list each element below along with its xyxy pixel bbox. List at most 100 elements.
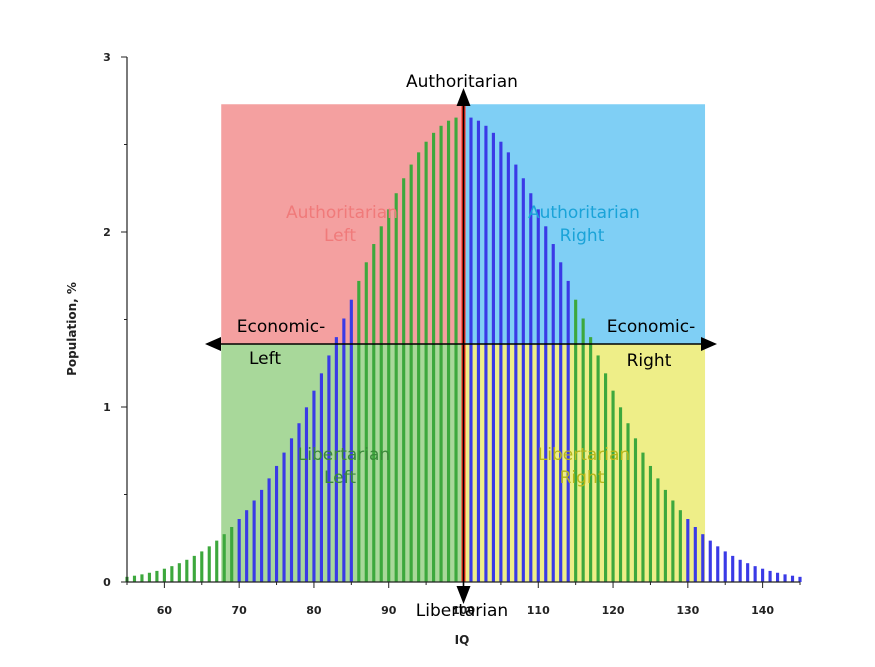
bar-iq-141 <box>768 570 772 582</box>
bar-iq-118 <box>596 355 600 582</box>
bar-iq-56 <box>132 575 137 582</box>
bar-iq-69 <box>230 526 234 582</box>
bar-iq-128 <box>671 500 675 582</box>
arrow-right-icon <box>701 337 717 351</box>
libertarian-left-label-line1: Libertarian <box>298 445 390 465</box>
bar-iq-96 <box>432 132 436 582</box>
bar-iq-80 <box>312 390 316 582</box>
x-tick-label: 100 <box>452 604 475 617</box>
economic-left-label-line1: Economic- <box>237 317 325 337</box>
bar-iq-140 <box>761 568 765 582</box>
x-tick-label: 130 <box>676 604 699 617</box>
bar-iq-103 <box>484 125 488 583</box>
bar-iq-81 <box>319 373 323 582</box>
libertarian-axis-label: Libertarian <box>416 601 508 621</box>
bar-iq-66 <box>207 546 211 582</box>
authoritarian-left-quadrant <box>221 104 464 344</box>
quadrant-labels: Authoritarian Left Authoritarian Right L… <box>286 203 640 488</box>
bar-iq-67 <box>215 540 219 582</box>
bar-iq-121 <box>618 407 623 582</box>
economic-right-label-line1: Economic- <box>607 317 695 337</box>
bar-iq-110 <box>536 209 540 582</box>
bar-iq-91 <box>394 193 398 582</box>
bar-iq-137 <box>738 559 742 582</box>
x-tick-label: 120 <box>602 604 625 617</box>
bar-iq-57 <box>140 574 144 582</box>
bar-iq-120 <box>611 390 615 582</box>
bar-iq-59 <box>155 570 159 582</box>
bar-iq-63 <box>185 559 189 582</box>
bar-iq-125 <box>648 465 653 582</box>
bar-iq-111 <box>544 226 548 582</box>
libertarian-right-label-line2: Right <box>560 468 605 488</box>
x-tick-label: 110 <box>527 604 550 617</box>
bar-iq-72 <box>252 500 256 582</box>
y-tick-label: 1 <box>103 401 111 414</box>
bar-iq-62 <box>177 563 181 582</box>
libertarian-left-label-line2: Left <box>324 468 356 488</box>
bar-iq-78 <box>297 423 301 582</box>
bar-iq-132 <box>701 534 705 582</box>
bar-iq-114 <box>566 280 570 582</box>
bar-iq-109 <box>529 193 533 582</box>
authoritarian-right-quadrant <box>463 104 706 344</box>
bar-iq-86 <box>357 280 361 582</box>
bar-iq-84 <box>342 318 346 582</box>
bar-iq-75 <box>274 465 279 582</box>
bar-iq-95 <box>424 141 428 582</box>
y-tick-label: 0 <box>103 576 111 589</box>
bar-iq-88 <box>372 244 376 582</box>
x-tick-label: 140 <box>751 604 774 617</box>
bar-iq-105 <box>499 141 503 582</box>
bar-iq-144 <box>790 575 795 582</box>
bar-iq-107 <box>514 164 518 582</box>
bar-iq-87 <box>364 262 368 582</box>
bar-iq-64 <box>192 555 196 582</box>
x-tick-label: 70 <box>232 604 248 617</box>
bar-iq-135 <box>723 551 727 582</box>
histogram-bars <box>125 104 802 583</box>
compass-arrows <box>205 88 717 604</box>
bar-iq-90 <box>387 209 391 582</box>
bar-iq-76 <box>282 452 286 582</box>
bar-iq-142 <box>775 572 780 582</box>
bar-iq-79 <box>304 407 309 582</box>
bar-iq-112 <box>551 244 555 582</box>
authoritarian-left-label-line1: Authoritarian <box>286 203 398 223</box>
arrow-down-icon <box>456 586 471 604</box>
compass-labels: Authoritarian Libertarian Economic- Left… <box>237 72 695 621</box>
arrow-left-icon <box>205 337 221 351</box>
bar-iq-89 <box>379 226 383 582</box>
x-tick-label: 80 <box>306 604 322 617</box>
bar-iq-74 <box>267 478 271 582</box>
bar-iq-58 <box>147 572 152 582</box>
bar-iq-77 <box>289 438 294 582</box>
bar-iq-85 <box>349 299 353 582</box>
bar-iq-113 <box>559 262 563 582</box>
bar-iq-127 <box>663 489 667 582</box>
bar-iq-134 <box>716 546 720 582</box>
bar-iq-60 <box>162 568 166 582</box>
bar-iq-126 <box>656 478 660 582</box>
bar-iq-61 <box>170 566 174 582</box>
bar-iq-117 <box>589 337 593 582</box>
bar-iq-92 <box>402 178 406 583</box>
x-axis-title: IQ <box>455 633 470 647</box>
bar-iq-145 <box>798 576 802 582</box>
bar-iq-73 <box>260 489 264 582</box>
y-tick-label: 2 <box>103 226 111 239</box>
bar-iq-115 <box>574 299 578 582</box>
economic-left-label-line2: Left <box>249 349 281 369</box>
bar-iq-97 <box>439 125 443 583</box>
x-tick-label: 90 <box>381 604 397 617</box>
bar-iq-70 <box>237 519 241 582</box>
bar-iq-133 <box>708 540 712 582</box>
bar-iq-119 <box>604 373 608 582</box>
bar-iq-68 <box>222 534 226 582</box>
bar-iq-106 <box>506 152 510 582</box>
bar-iq-65 <box>200 551 204 582</box>
bar-iq-122 <box>626 423 630 582</box>
authoritarian-axis-label: Authoritarian <box>406 72 518 92</box>
bar-iq-94 <box>417 152 421 582</box>
